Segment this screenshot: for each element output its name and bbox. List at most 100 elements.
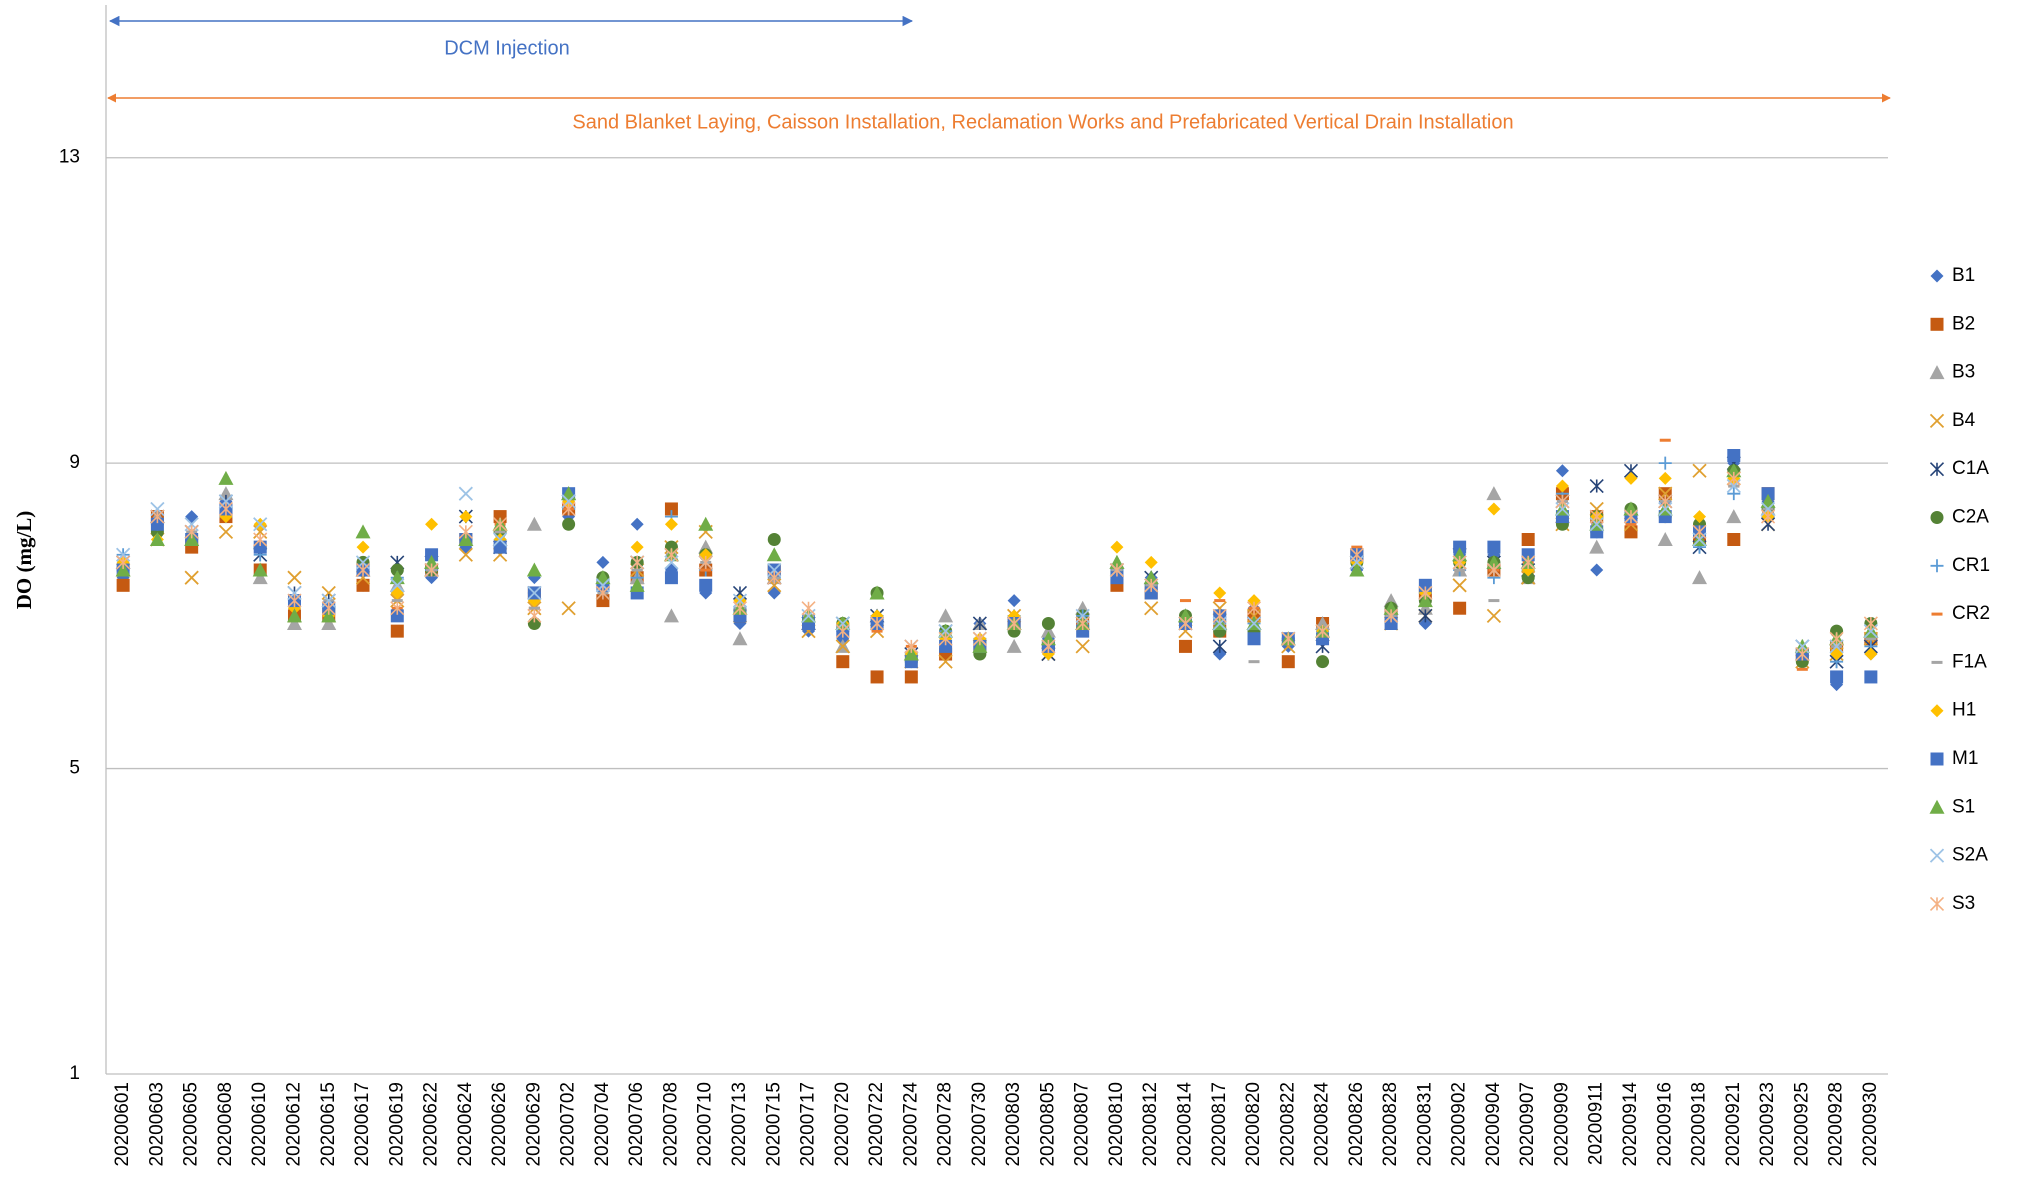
marker	[493, 540, 507, 554]
marker	[1929, 896, 1945, 911]
series	[116, 464, 1878, 669]
marker	[870, 670, 884, 684]
marker	[1589, 509, 1604, 524]
marker	[390, 601, 405, 616]
marker	[1144, 601, 1159, 616]
x-tick-label: 20200629	[523, 1082, 544, 1167]
legend-item: C2A	[1930, 507, 1989, 528]
marker	[938, 631, 953, 646]
x-tick-label: 20200605	[181, 1082, 202, 1167]
legend-label: S3	[1952, 893, 1975, 914]
marker	[1349, 562, 1365, 577]
marker	[493, 510, 507, 524]
marker	[938, 654, 953, 669]
marker	[1247, 594, 1261, 608]
marker	[630, 517, 644, 531]
x-tick-label: 20200730	[969, 1082, 990, 1167]
x-tick-label: 20200715	[763, 1082, 784, 1167]
marker	[1589, 478, 1604, 494]
marker	[1829, 631, 1844, 646]
marker	[869, 585, 885, 600]
marker	[1864, 670, 1878, 684]
x-tick-label: 20200831	[1414, 1082, 1435, 1167]
marker	[1864, 647, 1878, 661]
marker	[356, 578, 370, 592]
marker	[115, 562, 131, 577]
marker	[1246, 601, 1262, 616]
marker	[1007, 616, 1022, 631]
y-tick-label: 5	[69, 758, 80, 779]
marker	[1486, 562, 1501, 578]
marker	[904, 670, 918, 684]
marker	[1555, 479, 1569, 493]
marker	[766, 547, 782, 562]
marker	[835, 639, 850, 654]
marker	[253, 540, 267, 554]
marker	[1041, 639, 1056, 654]
marker	[767, 586, 781, 600]
x-tick-label: 20200704	[592, 1082, 613, 1167]
marker	[252, 562, 268, 577]
x-tick-label: 20200807	[1072, 1082, 1093, 1167]
x-tick-label: 20200728	[935, 1082, 956, 1167]
marker	[1213, 586, 1227, 600]
marker	[458, 547, 473, 562]
marker	[286, 608, 302, 623]
marker	[527, 616, 541, 630]
x-tick-label: 20200722	[866, 1082, 887, 1167]
legend-item: S3	[1929, 893, 1975, 914]
legend-label: M1	[1952, 748, 1978, 769]
marker	[1930, 269, 1944, 283]
x-tick-label: 20200810	[1106, 1082, 1127, 1167]
marker	[664, 517, 678, 531]
legend-item: B3	[1929, 362, 1975, 383]
marker	[1453, 601, 1467, 615]
x-tick-label: 20200603	[146, 1082, 167, 1167]
marker	[355, 524, 371, 539]
legend-label: B4	[1952, 410, 1976, 431]
marker	[1930, 511, 1944, 524]
marker	[1110, 540, 1124, 554]
y-axis-title: DO (mg/L)	[12, 511, 36, 610]
marker	[184, 570, 199, 585]
marker	[1213, 647, 1227, 661]
marker	[286, 615, 302, 630]
marker	[493, 517, 508, 532]
series	[116, 471, 1878, 661]
marker	[801, 601, 816, 616]
marker	[664, 547, 679, 562]
marker	[1726, 509, 1742, 524]
marker	[904, 639, 919, 654]
marker	[1930, 704, 1944, 718]
marker	[252, 570, 268, 585]
x-tick-label: 20200803	[1003, 1082, 1024, 1167]
marker	[1486, 608, 1502, 623]
x-tick-label: 20200911	[1586, 1082, 1607, 1165]
marker	[390, 624, 404, 638]
marker	[1693, 510, 1707, 524]
marker	[1315, 624, 1330, 639]
x-tick-label: 20200921	[1723, 1082, 1744, 1167]
marker	[1487, 540, 1501, 554]
y-tick-label: 13	[59, 147, 80, 168]
marker	[184, 524, 199, 539]
x-tick-label: 20200824	[1312, 1082, 1333, 1167]
x-tick-label: 20200615	[318, 1082, 339, 1167]
marker	[1349, 547, 1364, 562]
marker	[1930, 559, 1944, 573]
legend-item: CR1	[1930, 555, 1990, 576]
marker	[835, 624, 850, 639]
marker	[150, 509, 165, 524]
marker	[526, 562, 542, 577]
x-tick-label: 20200904	[1483, 1082, 1504, 1167]
marker	[836, 655, 850, 669]
legend-label: B1	[1952, 265, 1975, 286]
marker	[1930, 317, 1944, 331]
marker	[390, 578, 405, 593]
marker	[390, 563, 404, 577]
marker	[1452, 555, 1467, 570]
x-tick-label: 20200928	[1826, 1082, 1847, 1167]
marker	[1521, 555, 1536, 570]
